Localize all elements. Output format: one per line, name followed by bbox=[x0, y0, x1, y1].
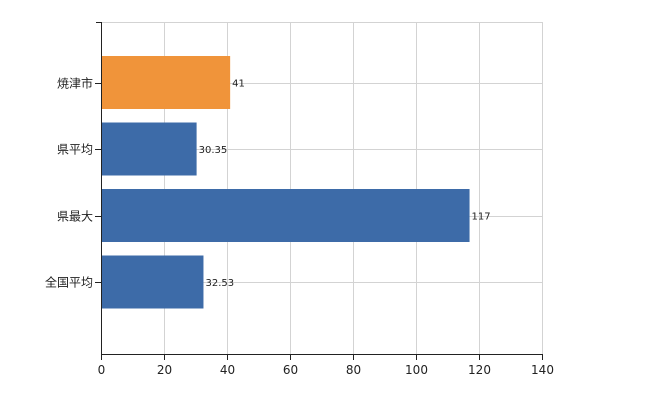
data-label-0: 41 bbox=[232, 79, 245, 90]
x-tick-label-80: 80 bbox=[346, 363, 361, 377]
data-label-3: 32.53 bbox=[205, 278, 234, 289]
data-label-1: 30.35 bbox=[199, 145, 228, 156]
bar-series bbox=[101, 56, 470, 309]
labels: 41 30.35 117 32.53 0 20 40 60 80 100 120 140 焼津市県平均県… bbox=[45, 76, 554, 378]
x-tick-label-60: 60 bbox=[283, 363, 298, 377]
bar-2 bbox=[101, 189, 470, 242]
x-tick-label-0: 0 bbox=[98, 363, 106, 377]
x-tick-label-40: 40 bbox=[220, 363, 235, 377]
category-label-2: 県最大 bbox=[57, 210, 93, 224]
bar-1 bbox=[101, 122, 197, 176]
bar-3 bbox=[101, 255, 204, 309]
x-tick-label-100: 100 bbox=[405, 363, 428, 377]
data-label-2: 117 bbox=[472, 212, 491, 223]
category-label-1: 県平均 bbox=[57, 143, 93, 157]
category-label-3: 全国平均 bbox=[45, 275, 93, 290]
category-label-0: 焼津市 bbox=[57, 76, 93, 91]
bar-0 bbox=[101, 56, 231, 109]
axes bbox=[95, 22, 543, 360]
x-tick-label-140: 140 bbox=[531, 363, 554, 377]
x-tick-label-120: 120 bbox=[468, 363, 491, 377]
x-tick-label-20: 20 bbox=[157, 363, 172, 377]
